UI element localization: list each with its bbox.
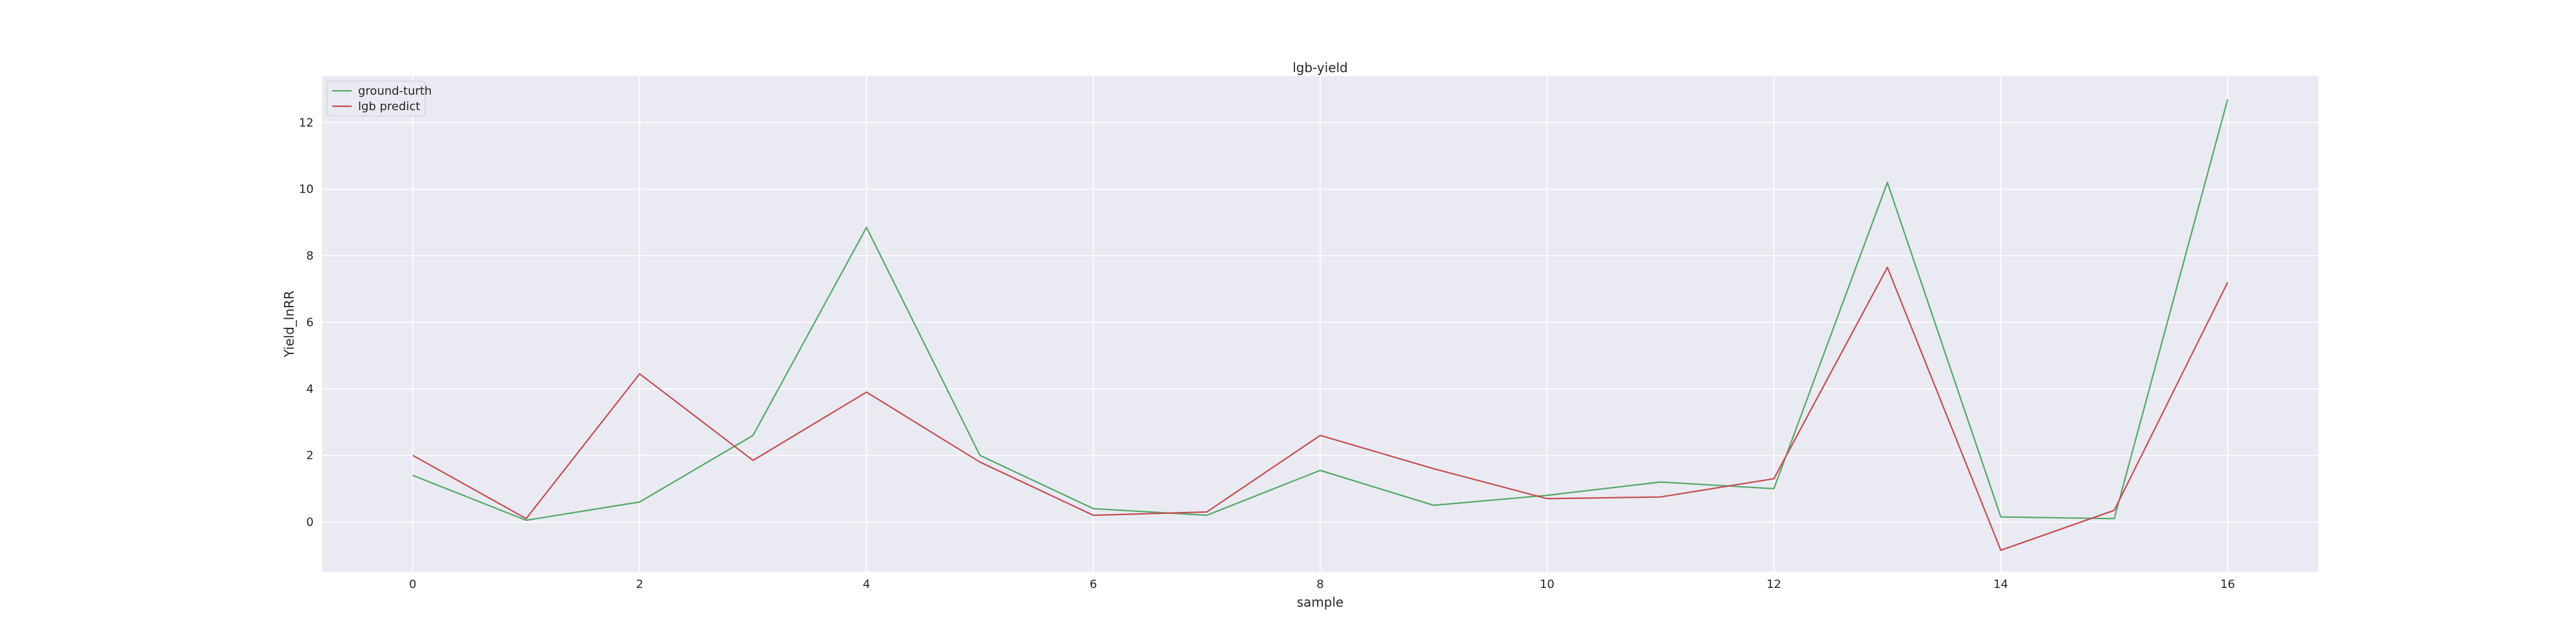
x-tick-label: 12 [1766,578,1781,591]
x-tick-label: 8 [1316,578,1323,591]
grid-lines [322,76,2318,572]
x-tick-labels: 0 2 4 6 8 10 12 14 16 [409,578,2235,591]
series-line-lgb-predict [412,267,2229,551]
y-tick-labels: 0 2 4 6 8 10 12 [299,116,314,529]
x-tick-label: 14 [1993,578,2008,591]
series-lines [412,99,2229,551]
y-tick-label: 10 [299,183,314,196]
x-tick-label: 16 [2221,578,2235,591]
x-tick-label: 0 [409,578,416,591]
y-tick-label: 2 [307,449,314,462]
y-tick-label: 12 [299,116,314,129]
y-tick-label: 0 [307,515,314,529]
legend-box [327,80,426,117]
y-tick-label: 6 [307,316,314,329]
x-tick-label: 10 [1540,578,1555,591]
y-tick-label: 4 [307,383,314,396]
series-line-ground-turth [412,99,2229,522]
x-tick-label: 4 [863,578,870,591]
legend: ground-turth lgb predict [327,80,432,117]
x-tick-label: 6 [1090,578,1097,591]
chart-title: lgb-yield [1293,60,1348,75]
x-tick-label: 2 [636,578,643,591]
y-tick-label: 8 [307,249,314,263]
y-axis-title: Yield_lnRR [281,290,297,358]
legend-label-lgb-predict: lgb predict [358,100,420,113]
x-axis-title: sample [1297,594,1344,610]
legend-label-ground-turth: ground-turth [358,84,432,98]
